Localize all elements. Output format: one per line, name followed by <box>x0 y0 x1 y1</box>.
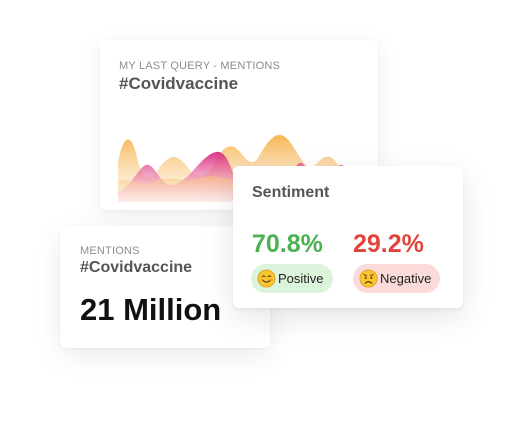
negative-percent: 29.2% <box>353 230 424 258</box>
mentions-caption: MENTIONS <box>80 245 140 257</box>
query-hashtag: #Covidvaccine <box>119 74 239 93</box>
sentiment-card[interactable]: Sentiment 70.8% 29.2% Positive Negative <box>233 166 463 308</box>
sentiment-title: Sentiment <box>252 184 330 201</box>
query-caption: MY LAST QUERY - MENTIONS <box>119 60 281 72</box>
mentions-hashtag: #Covidvaccine <box>80 259 193 276</box>
negative-badge: Negative <box>353 264 440 293</box>
smiling-face-icon <box>257 269 276 288</box>
positive-label: Positive <box>278 271 324 286</box>
mentions-total: 21 Million <box>80 292 222 327</box>
positive-badge: Positive <box>251 264 333 293</box>
worried-face-icon <box>359 269 378 288</box>
positive-percent: 70.8% <box>252 230 323 258</box>
negative-label: Negative <box>380 271 432 286</box>
